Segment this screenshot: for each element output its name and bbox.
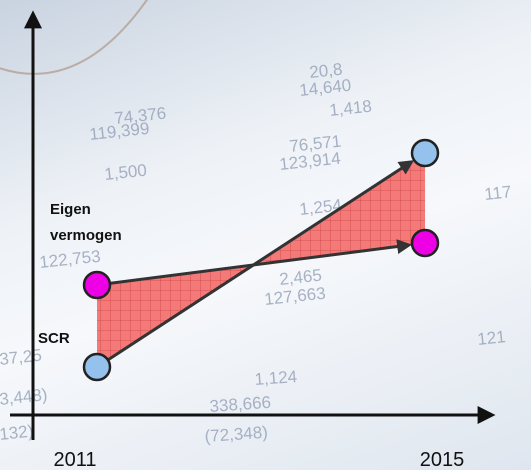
data-point	[82, 352, 112, 382]
background-figure: 2,465	[278, 266, 322, 289]
background-figure: 132)	[0, 422, 34, 444]
background-figure: 338,666	[209, 393, 272, 416]
background-figure: 119,399	[88, 119, 150, 144]
series-label: Eigen vermogen	[50, 201, 122, 244]
data-point	[410, 228, 440, 258]
series-line	[96, 160, 415, 369]
background-figure: 121	[476, 327, 506, 349]
background-figure: 20,8	[308, 60, 343, 82]
background-figure: 1,418	[328, 97, 372, 120]
background-figure: 1,500	[103, 161, 147, 184]
x-tick-label: 2011	[53, 449, 96, 470]
background-figure: 37,25	[0, 346, 43, 369]
series-label: SCR	[38, 330, 70, 347]
background-figure: 122,753	[38, 247, 101, 272]
data-point	[82, 270, 112, 300]
background-figure: (72,348)	[204, 423, 268, 446]
background-figure: 127,663	[263, 284, 326, 309]
background-figures: 74,376119,3991,500122,75376,571123,9141,…	[0, 60, 512, 446]
background-figure: 3,448)	[0, 385, 48, 409]
data-point	[410, 138, 440, 168]
x-tick-label: 2015	[420, 449, 465, 470]
background-figure: 123,914	[278, 149, 341, 174]
background-curve	[0, 0, 148, 75]
background-figure: 1,124	[254, 367, 298, 389]
background-figure: 117	[483, 182, 512, 204]
